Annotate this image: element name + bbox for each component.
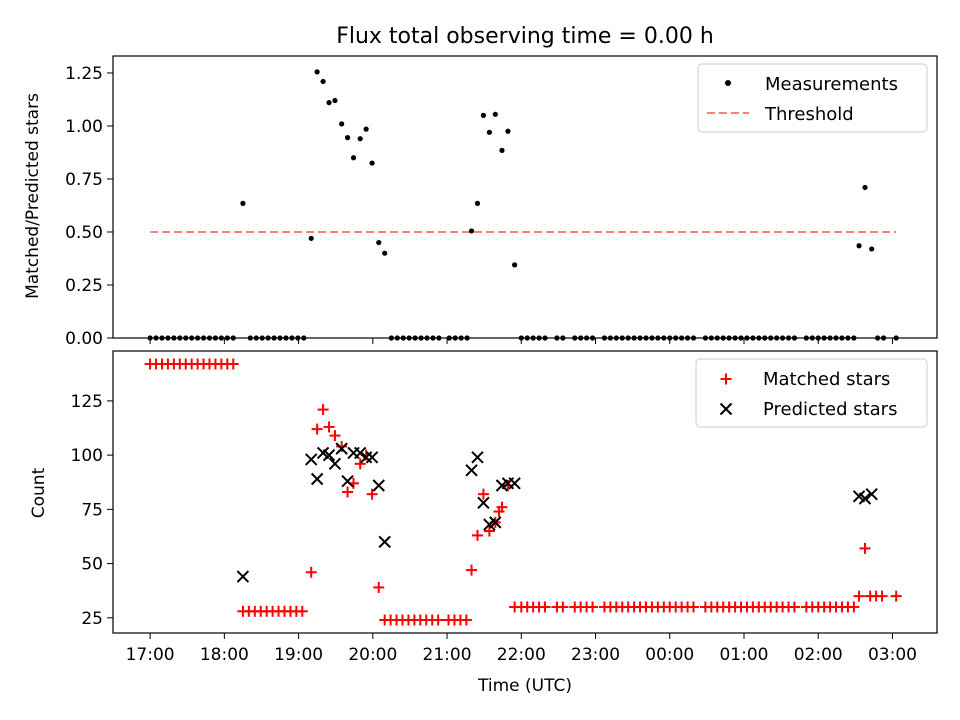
measurement-point: [339, 121, 344, 126]
bottom-x-tick-label: 20:00: [348, 645, 397, 665]
figure-title: Flux total observing time = 0.00 h: [336, 24, 714, 49]
bottom-x-tick-label: 18:00: [200, 645, 249, 665]
measurement-point: [505, 129, 510, 134]
measurement-point: [469, 228, 474, 233]
measurement-point: [309, 236, 314, 241]
measurement-point: [382, 251, 387, 256]
top-y-tick-label: 0.25: [65, 276, 103, 296]
bottom-x-tick-label: 01:00: [719, 645, 768, 665]
bottom-x-tick-label: 23:00: [571, 645, 620, 665]
bottom-x-tick-label: 03:00: [868, 645, 917, 665]
measurement-point: [369, 160, 374, 165]
legend-measurements-marker: [725, 80, 731, 86]
measurement-point: [320, 79, 325, 84]
measurement-point: [315, 69, 320, 74]
measurement-point: [364, 127, 369, 132]
measurement-point: [869, 246, 874, 251]
legend-measurements-label: Measurements: [765, 74, 898, 95]
measurement-point: [345, 135, 350, 140]
bottom-x-tick-label: 19:00: [274, 645, 323, 665]
top-y-tick-label: 0.00: [65, 329, 103, 349]
measurement-point: [512, 262, 517, 267]
measurement-point: [358, 136, 363, 141]
top-legend: Measurements Threshold: [698, 64, 927, 132]
top-y-tick-label: 0.75: [65, 170, 103, 190]
top-y-axis-label: Matched/Predicted stars: [23, 93, 43, 299]
bottom-x-tick-label: 02:00: [794, 645, 843, 665]
legend-threshold-label: Threshold: [764, 104, 854, 125]
measurement-point: [376, 240, 381, 245]
bottom-y-tick-label: 100: [71, 446, 103, 466]
bottom-y-axis-label: Count: [29, 467, 49, 518]
bottom-x-axis-label: Time (UTC): [477, 676, 572, 696]
measurement-point: [332, 98, 337, 103]
measurement-point: [487, 130, 492, 135]
bottom-x-tick-label: 17:00: [126, 645, 175, 665]
bottom-x-tick-label: 21:00: [423, 645, 472, 665]
figure: Flux total observing time = 0.00 h 0.00 0…: [0, 0, 960, 720]
measurement-point: [475, 201, 480, 206]
legend-matched-label: Matched stars: [763, 369, 890, 390]
measurement-point: [481, 113, 486, 118]
measurement-point: [351, 155, 356, 160]
bottom-y-tick-label: 125: [71, 392, 103, 412]
bottom-y-tick-label: 25: [81, 609, 103, 629]
bottom-x-tick-label: 00:00: [645, 645, 694, 665]
bottom-legend: Matched stars Predicted stars: [696, 359, 927, 427]
top-y-tick-label: 1.25: [65, 64, 103, 84]
measurement-point: [240, 201, 245, 206]
bottom-y-tick-label: 50: [81, 555, 103, 575]
top-y-tick-label: 0.50: [65, 223, 103, 243]
top-y-tick-label: 1.00: [65, 117, 103, 137]
measurement-point: [862, 185, 867, 190]
measurement-point: [856, 243, 861, 248]
measurement-point: [493, 112, 498, 117]
measurement-point: [326, 100, 331, 105]
bottom-y-tick-label: 75: [81, 500, 103, 520]
measurement-point: [499, 148, 504, 153]
legend-predicted-label: Predicted stars: [763, 399, 897, 420]
bottom-x-tick-label: 22:00: [497, 645, 546, 665]
